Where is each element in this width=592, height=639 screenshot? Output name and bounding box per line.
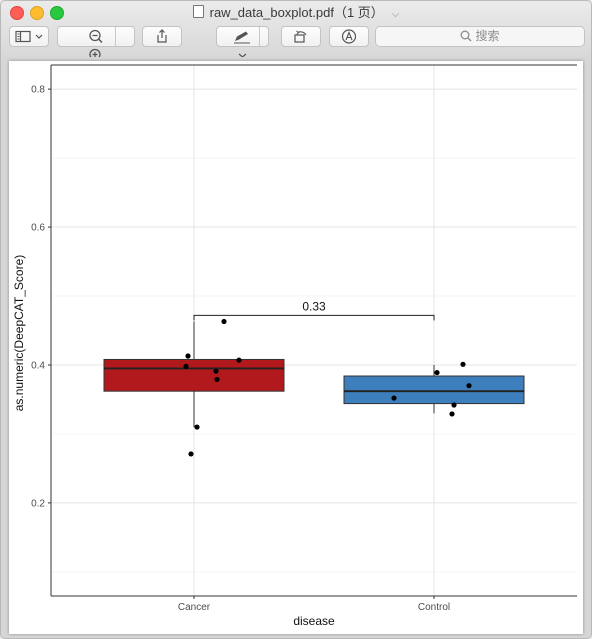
zoom-button-group xyxy=(57,26,135,63)
y-tick-label: 0.4 xyxy=(31,360,45,371)
markup-circle-icon xyxy=(341,29,357,44)
data-point xyxy=(451,402,457,408)
y-axis-label: as.numeric(DeepCAT_Score) xyxy=(12,255,26,412)
annotate-button[interactable] xyxy=(329,26,369,47)
data-point xyxy=(460,361,466,367)
document-canvas[interactable]: 0.33 0.2 0.4 0.6 0.8 Cancer Control as.numeri… xyxy=(1,57,591,638)
search-icon xyxy=(461,30,472,42)
box-control xyxy=(343,375,525,405)
x-tick-label-control: Control xyxy=(418,602,450,613)
close-window-button[interactable] xyxy=(10,6,24,20)
x-tick-label-cancer: Cancer xyxy=(178,602,211,613)
data-point xyxy=(185,353,191,359)
data-point xyxy=(221,318,227,325)
sidebar-toggle-button[interactable] xyxy=(9,26,49,47)
data-point xyxy=(188,451,194,457)
y-tick-label: 0.6 xyxy=(31,223,45,234)
sidebar-icon xyxy=(15,30,43,43)
data-point xyxy=(449,411,455,417)
boxplot-chart: 0.33 0.2 0.4 0.6 0.8 Cancer Control as.numeri… xyxy=(12,64,577,628)
x-axis-label: disease xyxy=(293,614,335,628)
markup-button-group xyxy=(216,26,269,58)
y-tick-label: 0.8 xyxy=(31,85,45,96)
data-point xyxy=(434,369,440,376)
pen-icon xyxy=(234,31,250,44)
zoom-out-icon xyxy=(88,29,103,44)
data-point xyxy=(213,368,219,374)
search-input[interactable]: 搜索 xyxy=(375,26,585,47)
y-tick-label: 0.2 xyxy=(31,498,45,509)
data-point xyxy=(194,424,200,430)
minimize-window-button[interactable] xyxy=(30,6,44,20)
p-value-label: 0.33 xyxy=(302,299,326,313)
pdf-document-icon xyxy=(192,5,204,18)
title-bar: raw_data_boxplot.pdf（1 页） ⌵ xyxy=(1,1,591,63)
window-title: raw_data_boxplot.pdf（1 页） xyxy=(209,5,384,20)
share-icon xyxy=(157,29,167,43)
zoom-out-button[interactable] xyxy=(77,27,115,46)
data-point xyxy=(391,395,397,401)
chevron-down-icon[interactable]: ⌵ xyxy=(391,9,400,20)
markup-pen-button[interactable] xyxy=(225,27,259,46)
data-point xyxy=(214,376,220,383)
data-point xyxy=(236,357,242,363)
search-placeholder: 搜索 xyxy=(475,29,500,43)
rotate-button[interactable] xyxy=(281,26,321,47)
window-title-wrap[interactable]: raw_data_boxplot.pdf（1 页） ⌵ xyxy=(1,5,591,23)
maximize-window-button[interactable] xyxy=(50,6,64,20)
comparison-bracket xyxy=(193,314,435,321)
rotate-icon xyxy=(294,30,307,43)
share-button[interactable] xyxy=(142,26,182,47)
pdf-page: 0.33 0.2 0.4 0.6 0.8 Cancer Control as.numeri… xyxy=(9,61,583,634)
data-point xyxy=(183,363,189,369)
data-point xyxy=(466,383,472,389)
box-cancer xyxy=(103,358,285,392)
